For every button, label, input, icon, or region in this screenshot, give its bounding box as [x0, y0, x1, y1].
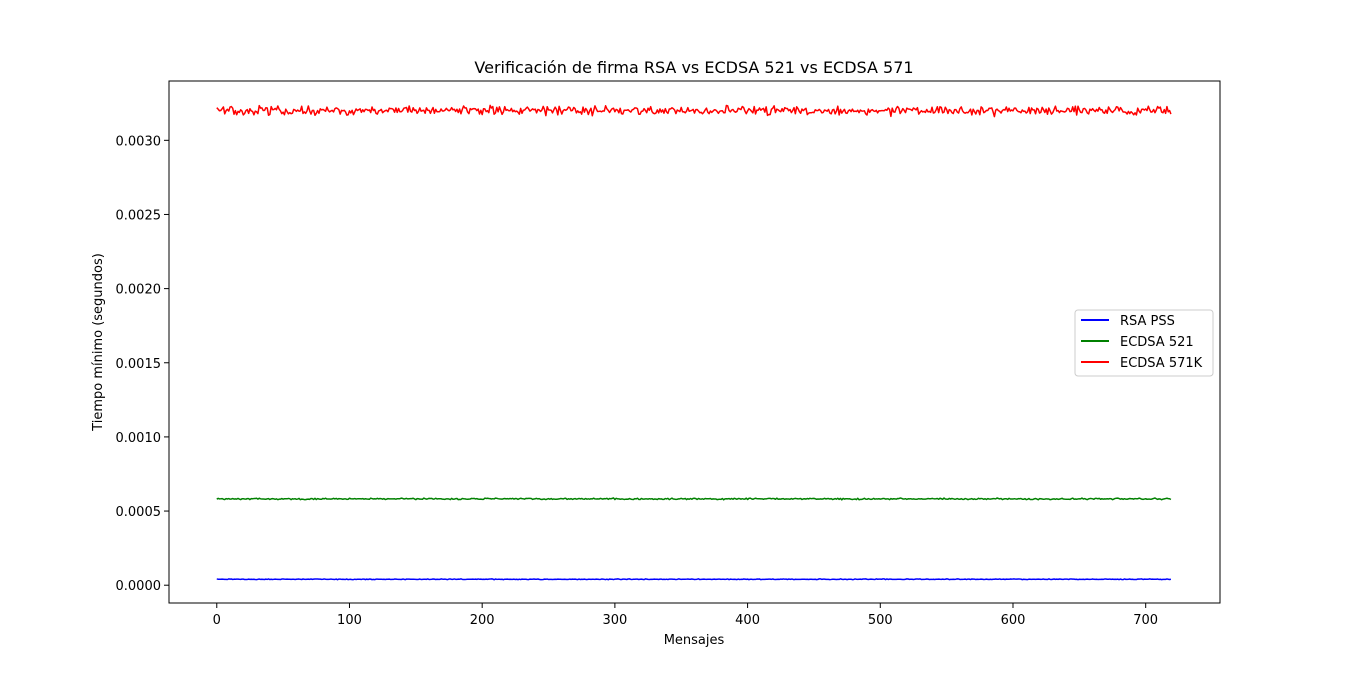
y-tick-label: 0.0015 [116, 357, 162, 372]
legend-box [1074, 309, 1214, 377]
x-tick-label: 700 [1133, 613, 1158, 628]
legend-label-ecdsa-571k: ECDSA 571K [1120, 356, 1203, 371]
y-tick-label: 0.0030 [116, 134, 162, 149]
plot-area [168, 80, 1221, 604]
legend-label-ecdsa-521: ECDSA 521 [1120, 335, 1194, 350]
legend-entries: RSA PSS ECDSA 521 ECDSA 571K [1081, 314, 1203, 371]
x-tick-label: 400 [735, 613, 760, 628]
legend: RSA PSS ECDSA 521 ECDSA 571K [1074, 309, 1214, 377]
legend-label-rsa-pss: RSA PSS [1120, 314, 1175, 329]
y-tick-label: 0.0020 [116, 283, 162, 298]
y-tick-label: 0.0010 [116, 431, 162, 446]
y-tick-label: 0.0025 [116, 208, 162, 223]
series-line-rsa-pss [216, 578, 1172, 581]
series-layer [216, 104, 1172, 581]
y-axis-ticks: 0.0000 0.0005 0.0010 0.0015 0.0020 0.0025 0.00… [116, 134, 169, 594]
x-tick-label: 600 [1001, 613, 1026, 628]
series-line-ecdsa-521 [216, 497, 1172, 501]
x-axis-label: Mensajes [664, 633, 725, 648]
x-tick-label: 300 [602, 613, 627, 628]
y-tick-label: 0.0000 [116, 579, 162, 594]
x-tick-label: 500 [868, 613, 893, 628]
x-tick-label: 0 [213, 613, 221, 628]
x-tick-label: 100 [337, 613, 362, 628]
series-line-ecdsa-571k [216, 104, 1172, 118]
x-tick-label: 200 [470, 613, 495, 628]
x-axis-ticks: 0 100 200 300 400 500 600 700 [213, 603, 1158, 628]
y-tick-label: 0.0005 [116, 505, 162, 520]
y-axis-label: Tiempo mínimo (segundos) [91, 253, 106, 432]
axes-frame [168, 80, 1221, 604]
chart-title: Verificación de firma RSA vs ECDSA 521 v… [474, 58, 913, 77]
